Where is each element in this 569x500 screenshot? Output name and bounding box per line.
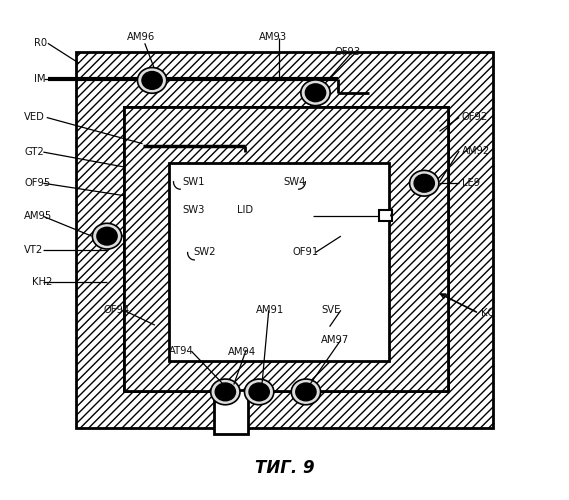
Text: AM97: AM97: [321, 335, 349, 345]
Text: SW2: SW2: [193, 248, 216, 258]
Circle shape: [142, 72, 162, 90]
Text: GT2: GT2: [24, 147, 44, 157]
Text: OF91: OF91: [293, 248, 319, 258]
Text: OF94: OF94: [103, 306, 129, 316]
Circle shape: [245, 379, 274, 405]
Bar: [169, 164, 389, 361]
Circle shape: [92, 224, 122, 249]
Bar: [379, 210, 391, 222]
Text: AM91: AM91: [256, 306, 284, 316]
Bar: [169, 361, 389, 391]
Circle shape: [211, 379, 240, 405]
Text: AT94: AT94: [169, 346, 193, 356]
Text: KH2: KH2: [32, 277, 52, 287]
Bar: [389, 106, 448, 391]
Text: SW3: SW3: [182, 206, 204, 216]
Text: AM96: AM96: [127, 32, 155, 42]
Text: AM92: AM92: [462, 146, 490, 156]
Text: OF95: OF95: [24, 178, 51, 188]
Text: KG: KG: [481, 308, 495, 318]
Circle shape: [138, 68, 167, 94]
Text: AM93: AM93: [259, 32, 287, 42]
Text: SVE: SVE: [321, 306, 340, 316]
Circle shape: [296, 383, 316, 401]
Circle shape: [410, 170, 439, 196]
Bar: [124, 106, 169, 391]
Text: AM95: AM95: [24, 212, 52, 222]
Text: SW4: SW4: [283, 177, 306, 187]
Text: ΤИГ. 9: ΤИГ. 9: [255, 458, 314, 476]
Text: IM: IM: [34, 74, 46, 85]
Text: R0: R0: [34, 38, 47, 48]
Bar: [124, 106, 448, 391]
Text: OF93: OF93: [334, 47, 360, 57]
Circle shape: [306, 84, 325, 102]
Circle shape: [301, 80, 330, 106]
Circle shape: [215, 383, 236, 401]
Circle shape: [414, 174, 434, 192]
Text: VT2: VT2: [24, 245, 43, 255]
Text: OF92: OF92: [462, 112, 488, 122]
Text: LID: LID: [237, 206, 253, 216]
Bar: [169, 106, 389, 164]
Text: LE9: LE9: [462, 178, 480, 188]
Text: VED: VED: [24, 112, 45, 122]
Text: SW1: SW1: [182, 177, 204, 187]
Circle shape: [291, 379, 320, 405]
Bar: [76, 52, 493, 428]
Bar: [214, 390, 248, 434]
Bar: [124, 106, 448, 391]
Circle shape: [97, 228, 117, 245]
Text: AM94: AM94: [228, 348, 256, 358]
Circle shape: [249, 383, 269, 401]
